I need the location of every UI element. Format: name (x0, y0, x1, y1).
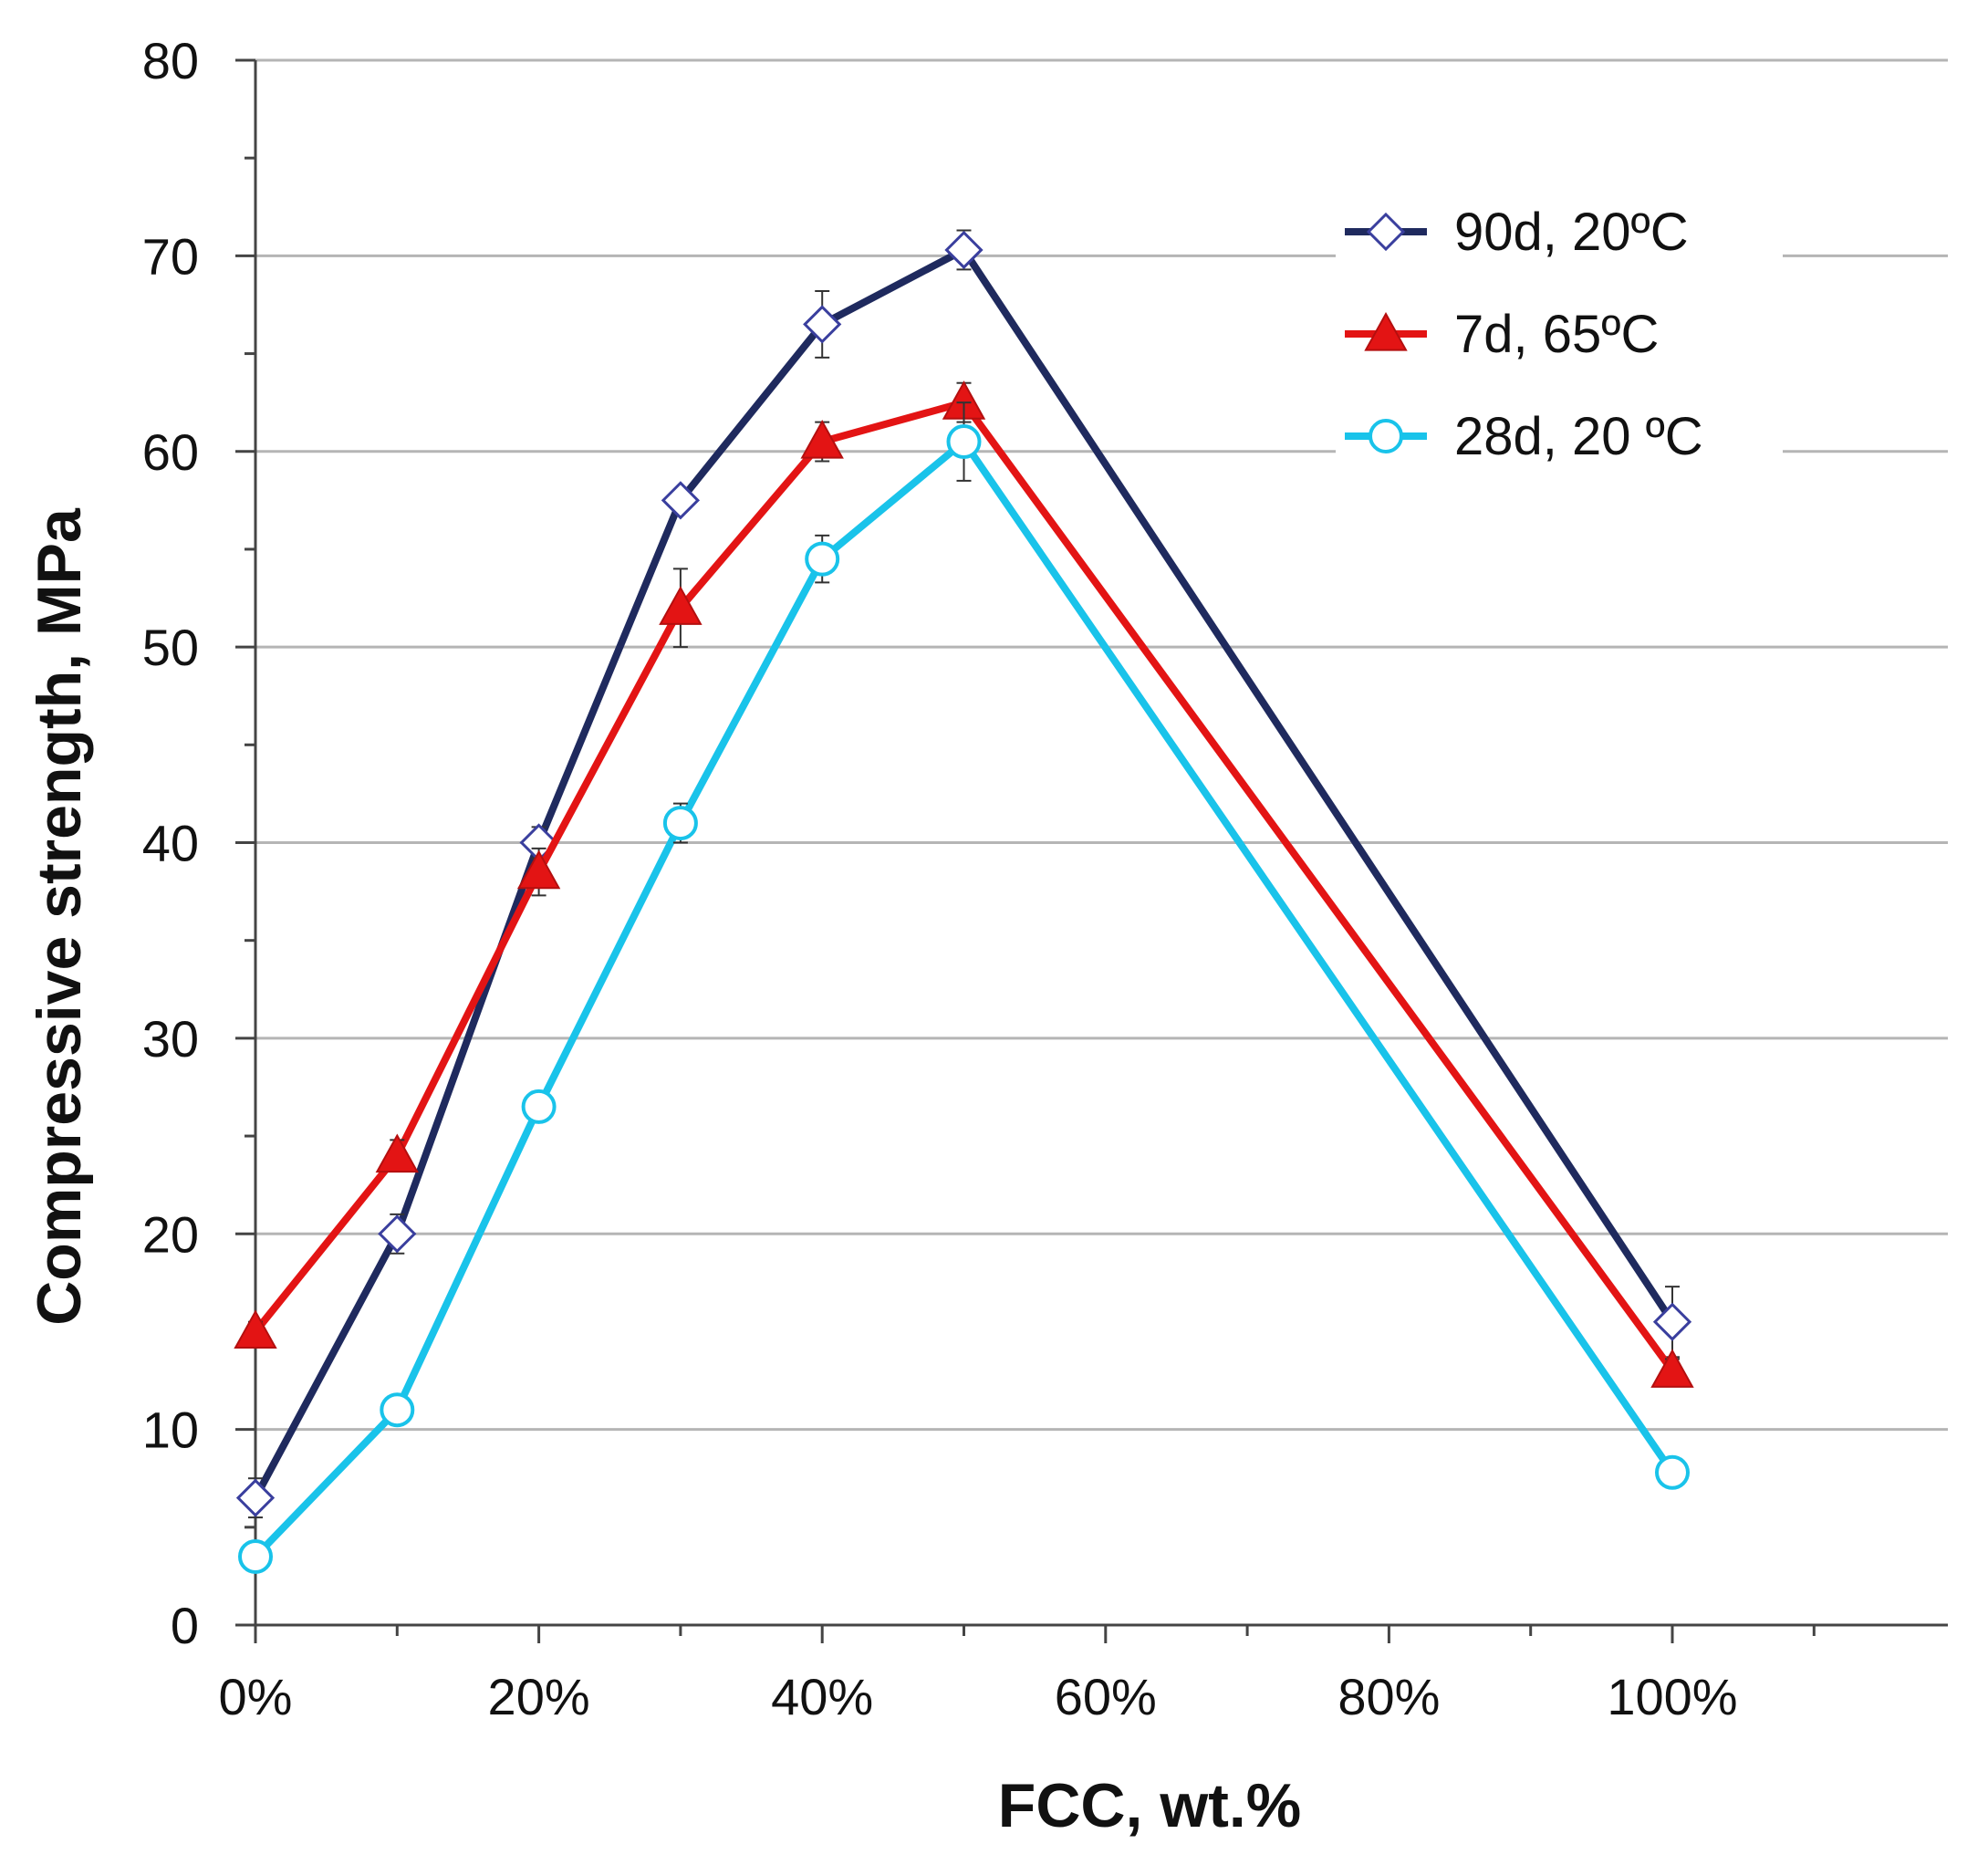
y-tick-label: 10 (142, 1401, 199, 1459)
data-point (1655, 1454, 1690, 1490)
series-3 (238, 401, 1690, 1574)
legend: 90d, 20ºC 7d, 65ºC 28d, 20 ºC (1336, 175, 1783, 467)
x-tick-label: 0% (219, 1668, 293, 1725)
data-point (235, 1478, 276, 1517)
data-point (521, 1089, 557, 1124)
legend-item-1: 90d, 20ºC (1345, 203, 1689, 262)
y-tick-label: 30 (142, 1010, 199, 1068)
legend-marker (1364, 311, 1408, 351)
series-1 (235, 229, 1692, 1519)
legend-marker (1366, 212, 1406, 252)
x-tick-label: 60% (1055, 1668, 1157, 1725)
data-point (662, 806, 698, 841)
data-point (516, 849, 561, 890)
data-point (238, 1538, 273, 1574)
y-tick-label: 0 (171, 1597, 199, 1654)
data-point (800, 419, 844, 459)
x-axis-title: FCC, wt.% (998, 1771, 1301, 1840)
x-tick-label: 20% (488, 1668, 590, 1725)
x-tick-label: 80% (1337, 1668, 1440, 1725)
data-point (805, 541, 840, 577)
data-point (380, 1392, 415, 1428)
legend-label: 28d, 20 ºC (1454, 407, 1703, 466)
data-point (378, 1214, 417, 1254)
data-point (1652, 1302, 1692, 1341)
data-point (944, 230, 984, 270)
legend-background (1336, 175, 1783, 467)
data-point (234, 1309, 277, 1349)
y-tick-label: 60 (142, 423, 199, 481)
y-tick-label: 40 (142, 815, 199, 872)
data-point (375, 1133, 419, 1173)
series-line (252, 399, 1676, 1373)
data-point (946, 424, 982, 460)
legend-label: 7d, 65ºC (1454, 305, 1659, 364)
x-tick-label: 100% (1607, 1668, 1737, 1725)
y-axis-title: Compressive strength, MPa (25, 507, 94, 1326)
data-point (661, 481, 701, 520)
series (234, 229, 1694, 1574)
axes: 0 10 20 30 40 50 60 70 80 0% 20% 40% 60% 80% 100% (142, 32, 1948, 1725)
y-tick-label: 70 (142, 227, 199, 285)
data-point (659, 586, 703, 625)
legend-marker (1369, 419, 1403, 453)
legend-item-3: 28d, 20 ºC (1345, 407, 1703, 466)
data-point (1650, 1349, 1694, 1388)
y-tick-label: 80 (142, 32, 199, 89)
series-2 (234, 380, 1694, 1388)
data-point (803, 305, 842, 344)
y-tick-label: 20 (142, 1205, 199, 1263)
legend-label: 90d, 20ºC (1454, 203, 1689, 262)
legend-item-2: 7d, 65ºC (1345, 305, 1659, 364)
y-tick-label: 50 (142, 619, 199, 676)
x-tick-label: 40% (771, 1668, 873, 1725)
